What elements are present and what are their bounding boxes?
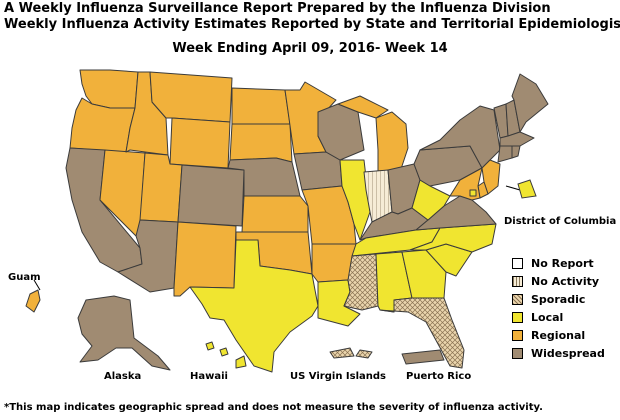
legend-row-sporadic: Sporadic — [512, 290, 617, 308]
title-block: A Weekly Influenza Surveillance Report P… — [4, 1, 620, 33]
report-subtitle: Weekly Influenza Activity Estimates Repo… — [4, 17, 620, 32]
territory-guam — [25, 289, 41, 313]
state-florida — [379, 297, 465, 369]
legend-label: Widespread — [531, 346, 605, 360]
state-texas — [189, 239, 319, 373]
legend-row-widespread: Widespread — [512, 344, 617, 362]
legend-label: Sporadic — [531, 292, 586, 306]
legend-label: Local — [531, 310, 564, 324]
state-dc-dot — [469, 189, 477, 197]
state-michigan-upper — [337, 95, 389, 119]
legend-swatch-local — [512, 311, 523, 323]
legend-label: No Activity — [531, 274, 600, 288]
guam-pointer — [33, 279, 41, 291]
week-label: Week Ending April 09, 2016- Week 14 — [172, 41, 448, 56]
legend-label: No Report — [531, 256, 594, 270]
legend-swatch-regional — [512, 329, 523, 341]
label-dc: District of Columbia — [504, 216, 616, 227]
state-new-york — [419, 105, 501, 169]
state-iowa — [293, 151, 343, 191]
state-alaska — [77, 295, 171, 371]
state-montana — [149, 71, 233, 123]
report-title: A Weekly Influenza Surveillance Report P… — [4, 1, 551, 16]
label-guam: Guam — [8, 272, 41, 283]
legend-swatch-no-report — [512, 257, 523, 269]
dc-pointer — [505, 185, 521, 191]
legend-row-no-report: No Report — [512, 254, 617, 272]
legend-swatch-sporadic — [512, 293, 523, 305]
state-michigan — [375, 111, 409, 175]
dc-callout-box — [517, 179, 537, 199]
state-rhode-island — [511, 145, 521, 159]
state-north-carolina — [409, 223, 497, 253]
state-kansas — [241, 195, 309, 233]
label-alaska: Alaska — [104, 371, 141, 382]
state-illinois — [339, 159, 371, 241]
state-north-dakota — [231, 87, 291, 125]
label-usvi: US Virgin Islands — [290, 371, 386, 382]
state-wyoming — [169, 117, 231, 169]
legend: No Report No Activity Sporadic Local Reg… — [512, 254, 617, 362]
state-colorado — [177, 164, 245, 227]
legend-label: Regional — [531, 328, 586, 342]
footnote: *This map indicates geographic spread an… — [4, 402, 543, 413]
legend-row-regional: Regional — [512, 326, 617, 344]
territory-puerto-rico — [401, 349, 445, 365]
state-connecticut — [497, 145, 513, 163]
label-puerto-rico: Puerto Rico — [406, 371, 471, 382]
legend-swatch-widespread — [512, 347, 523, 359]
legend-swatch-no-activity — [512, 275, 523, 287]
territory-us-virgin-islands — [329, 347, 373, 359]
legend-row-local: Local — [512, 308, 617, 326]
label-hawaii: Hawaii — [190, 371, 228, 382]
state-south-dakota — [229, 123, 293, 163]
state-maine — [511, 73, 549, 133]
legend-row-no-activity: No Activity — [512, 272, 617, 290]
state-hawaii — [205, 341, 247, 369]
state-new-mexico — [173, 221, 237, 297]
